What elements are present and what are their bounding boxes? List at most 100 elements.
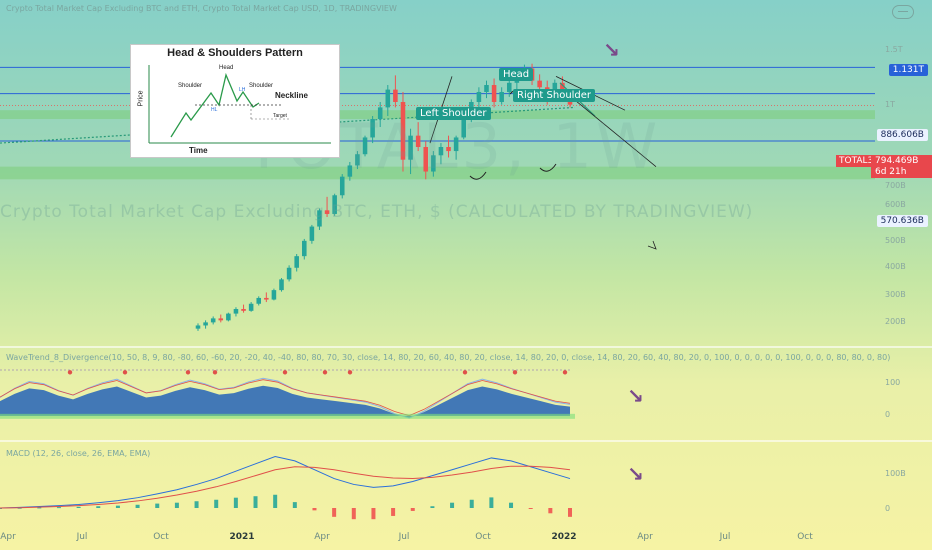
projection-arrowhead bbox=[647, 240, 657, 250]
macd-histogram-bar bbox=[174, 502, 179, 508]
x-tick-label: Apr bbox=[314, 532, 330, 542]
candle bbox=[484, 85, 489, 92]
macd-histogram-bar bbox=[528, 508, 533, 509]
head-shoulders-inset: Head & Shoulders Pattern Price Time Head… bbox=[130, 44, 340, 158]
macd-histogram-bar bbox=[56, 507, 61, 509]
macd-histogram-bar bbox=[253, 496, 258, 508]
candle bbox=[241, 309, 246, 311]
y-tick-500b: 500B bbox=[885, 236, 906, 245]
current-price: 794.469B bbox=[875, 156, 919, 166]
wavetrend-area bbox=[0, 385, 570, 418]
candle bbox=[415, 135, 421, 147]
candle bbox=[377, 107, 383, 120]
y-tick-1-5t: 1.5T bbox=[885, 45, 903, 54]
x-tick-label: Oct bbox=[475, 532, 491, 542]
macd-histogram-bar bbox=[332, 508, 337, 517]
macd-histogram-bar bbox=[568, 508, 572, 517]
candle bbox=[385, 89, 391, 108]
candle bbox=[286, 267, 292, 280]
inset-hl-label: HL bbox=[211, 107, 218, 113]
candle bbox=[446, 146, 451, 152]
inset-lh-label: LH bbox=[239, 87, 246, 93]
inset-pattern-line bbox=[170, 72, 260, 138]
wavetrend-line bbox=[0, 377, 571, 419]
x-tick-label: Jul bbox=[719, 532, 731, 542]
candle bbox=[294, 256, 299, 268]
macd-histogram-bar bbox=[548, 508, 553, 514]
price-level-886[interactable]: 886.606B bbox=[876, 129, 928, 141]
left-shoulder-annotation[interactable]: Left Shoulder bbox=[416, 107, 491, 120]
x-tick-label: 2022 bbox=[551, 532, 577, 542]
candle bbox=[506, 82, 512, 92]
panel-separator bbox=[0, 440, 932, 442]
candle bbox=[408, 135, 413, 160]
candle bbox=[279, 279, 284, 291]
x-tick-label: Oct bbox=[153, 532, 169, 542]
panel-separator bbox=[0, 346, 932, 348]
macd-histogram-bar bbox=[312, 508, 317, 511]
x-tick-label: Jul bbox=[76, 532, 88, 542]
candle bbox=[332, 195, 337, 214]
down-arrow-icon: ↘ bbox=[603, 38, 620, 62]
projection-arrow bbox=[564, 91, 657, 167]
wavetrend-dot bbox=[347, 370, 353, 375]
x-tick-label: Apr bbox=[0, 532, 16, 542]
wavetrend-dot bbox=[322, 370, 328, 375]
candle bbox=[271, 290, 277, 300]
candle bbox=[302, 240, 307, 257]
macd-histogram-bar bbox=[351, 508, 356, 520]
head-annotation[interactable]: Head bbox=[499, 68, 534, 81]
candle bbox=[195, 325, 201, 329]
candle bbox=[400, 102, 406, 160]
candle bbox=[218, 318, 224, 321]
inset-time-label: Time bbox=[189, 146, 208, 155]
wavetrend-dot bbox=[282, 370, 288, 375]
candle bbox=[461, 119, 466, 138]
wavetrend-dot bbox=[462, 370, 468, 375]
inset-target-label: Target bbox=[273, 113, 287, 119]
right-shoulder-annotation[interactable]: Right Shoulder bbox=[513, 89, 596, 102]
macd-histogram-bar bbox=[450, 502, 455, 508]
wavetrend-dot bbox=[67, 370, 73, 375]
candle bbox=[309, 226, 315, 241]
inset-price-label: Price bbox=[137, 90, 145, 107]
wavetrend-dot bbox=[562, 370, 568, 375]
macd-histogram-bar bbox=[410, 508, 415, 511]
price-level-1131[interactable]: 1.131T bbox=[888, 64, 928, 76]
macd-histogram-bar bbox=[391, 508, 396, 516]
candle bbox=[264, 297, 269, 300]
candle bbox=[210, 318, 216, 323]
macd-tick-100b: 100B bbox=[885, 469, 906, 478]
inset-title: Head & Shoulders Pattern bbox=[167, 47, 303, 59]
inset-neckline-label: Neckline bbox=[275, 91, 308, 100]
macd-histogram-bar bbox=[430, 506, 435, 508]
macd-histogram-bar bbox=[115, 505, 120, 508]
macd-legend: MACD (12, 26, close, 26, EMA, EMA) bbox=[6, 449, 151, 458]
y-tick-300b: 300B bbox=[885, 290, 906, 299]
candle bbox=[423, 146, 429, 172]
x-tick-label: Oct bbox=[797, 532, 813, 542]
wavetrend-legend: WaveTrend_8_Divergence(10, 50, 8, 9, 80,… bbox=[6, 353, 891, 362]
macd-histogram-bar bbox=[194, 501, 199, 508]
y-tick-700b: 700B bbox=[885, 181, 906, 190]
collapse-toggle-icon[interactable] bbox=[892, 5, 914, 19]
macd-histogram-bar bbox=[371, 508, 376, 520]
candle bbox=[431, 155, 436, 172]
inset-left-shoulder-label: Shoulder bbox=[178, 83, 203, 89]
macd-histogram-bar bbox=[37, 507, 42, 509]
candle bbox=[339, 176, 345, 196]
candle bbox=[499, 91, 504, 103]
macd-tick-0: 0 bbox=[885, 504, 891, 513]
candle bbox=[491, 85, 497, 103]
price-level-570[interactable]: 570.636B bbox=[876, 215, 928, 227]
macd-histogram-bar bbox=[135, 504, 140, 508]
x-tick-label: 2021 bbox=[229, 532, 255, 542]
y-tick-200b: 200B bbox=[885, 317, 906, 326]
candle bbox=[317, 210, 322, 227]
candle bbox=[453, 137, 459, 152]
macd-histogram-bar bbox=[0, 508, 2, 509]
inset-diagram bbox=[148, 65, 331, 144]
candle bbox=[362, 137, 368, 155]
candle bbox=[370, 119, 375, 138]
inset-right-shoulder-label: Shoulder bbox=[249, 83, 274, 89]
